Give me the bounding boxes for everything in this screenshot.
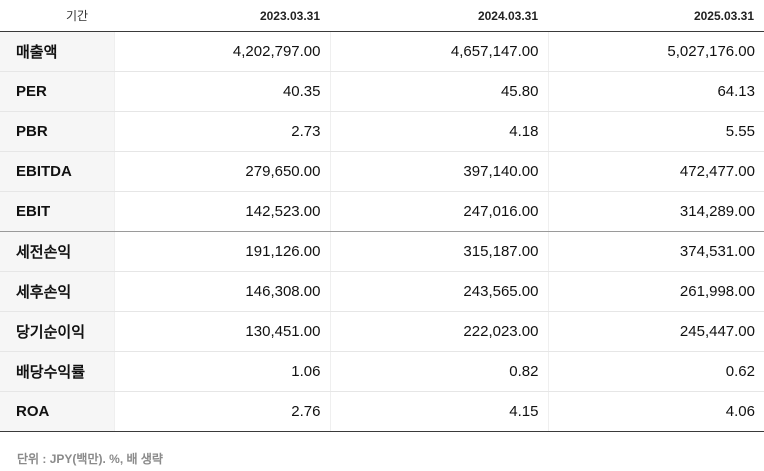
- table-row-ebitda: EBITDA 279,650.00 397,140.00 472,477.00: [0, 151, 764, 192]
- row-label: ROA: [0, 391, 114, 432]
- cell-value: 5.55: [547, 111, 764, 152]
- row-label: 당기순이익: [0, 311, 114, 352]
- cell-value: 472,477.00: [547, 151, 764, 192]
- table-body: 매출액 4,202,797.00 4,657,147.00 5,027,176.…: [0, 31, 764, 432]
- financial-table: 기간 2023.03.31 2024.03.31 2025.03.31 매출액 …: [0, 0, 764, 432]
- cell-value: 245,447.00: [547, 311, 764, 352]
- cell-value: 0.82: [329, 351, 548, 392]
- row-label: PER: [0, 71, 114, 112]
- cell-value: 40.35: [113, 71, 330, 112]
- cell-value: 4,202,797.00: [113, 31, 330, 72]
- cell-value: 191,126.00: [113, 231, 330, 272]
- header-row: 기간 2023.03.31 2024.03.31 2025.03.31: [0, 0, 764, 32]
- cell-value: 64.13: [547, 71, 764, 112]
- header-period-2: 2024.03.31: [330, 0, 548, 32]
- cell-value: 2.73: [113, 111, 330, 152]
- header-period-label: 기간: [0, 0, 114, 32]
- table-row-net-income: 당기순이익 130,451.00 222,023.00 245,447.00: [0, 311, 764, 352]
- cell-value: 243,565.00: [329, 271, 548, 312]
- cell-value: 2.76: [113, 391, 330, 432]
- table-row-pretax-income: 세전손익 191,126.00 315,187.00 374,531.00: [0, 231, 764, 272]
- table-header: 기간 2023.03.31 2024.03.31 2025.03.31: [0, 0, 764, 32]
- cell-value: 222,023.00: [329, 311, 548, 352]
- cell-value: 142,523.00: [113, 191, 330, 232]
- row-label: PBR: [0, 111, 114, 152]
- row-label: 세후손익: [0, 271, 114, 312]
- cell-value: 45.80: [329, 71, 548, 112]
- row-label: EBITDA: [0, 151, 114, 192]
- cell-value: 1.06: [113, 351, 330, 392]
- cell-value: 0.62: [547, 351, 764, 392]
- table-row-per: PER 40.35 45.80 64.13: [0, 71, 764, 112]
- header-period-1: 2023.03.31: [114, 0, 330, 32]
- cell-value: 397,140.00: [329, 151, 548, 192]
- table-row-pbr: PBR 2.73 4.18 5.55: [0, 111, 764, 152]
- row-label: EBIT: [0, 191, 114, 232]
- cell-value: 4,657,147.00: [329, 31, 548, 72]
- cell-value: 4.06: [547, 391, 764, 432]
- table-row-ebit: EBIT 142,523.00 247,016.00 314,289.00: [0, 191, 764, 232]
- cell-value: 374,531.00: [547, 231, 764, 272]
- header-period-3: 2025.03.31: [548, 0, 764, 32]
- unit-footnote: 단위 : JPY(백만). %, 배 생략: [17, 452, 163, 466]
- table-row-after-tax-income: 세후손익 146,308.00 243,565.00 261,998.00: [0, 271, 764, 312]
- cell-value: 315,187.00: [329, 231, 548, 272]
- cell-value: 314,289.00: [547, 191, 764, 232]
- row-label: 배당수익률: [0, 351, 114, 392]
- cell-value: 146,308.00: [113, 271, 330, 312]
- cell-value: 247,016.00: [329, 191, 548, 232]
- cell-value: 4.18: [329, 111, 548, 152]
- cell-value: 261,998.00: [547, 271, 764, 312]
- row-label: 세전손익: [0, 231, 114, 272]
- cell-value: 5,027,176.00: [547, 31, 764, 72]
- cell-value: 130,451.00: [113, 311, 330, 352]
- table-row-dividend-yield: 배당수익률 1.06 0.82 0.62: [0, 351, 764, 392]
- row-label: 매출액: [0, 31, 114, 72]
- table-row-roa: ROA 2.76 4.15 4.06: [0, 391, 764, 432]
- table-row-revenue: 매출액 4,202,797.00 4,657,147.00 5,027,176.…: [0, 31, 764, 72]
- cell-value: 4.15: [329, 391, 548, 432]
- cell-value: 279,650.00: [113, 151, 330, 192]
